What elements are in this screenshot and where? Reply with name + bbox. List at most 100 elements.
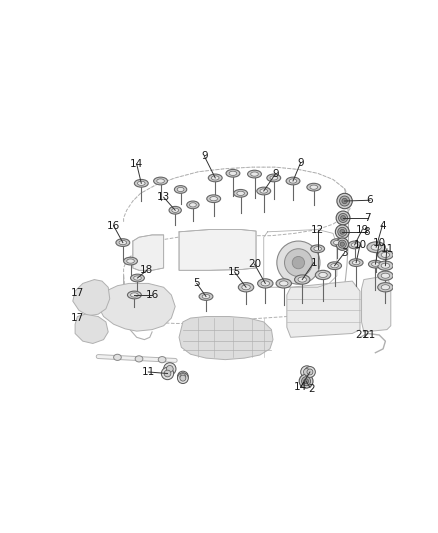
Polygon shape (179, 317, 273, 360)
Ellipse shape (226, 169, 240, 177)
Text: 4: 4 (379, 221, 385, 231)
Ellipse shape (289, 179, 297, 183)
Polygon shape (179, 230, 256, 270)
Circle shape (339, 196, 350, 206)
Ellipse shape (368, 260, 382, 268)
Circle shape (177, 371, 188, 382)
Circle shape (164, 370, 171, 377)
Ellipse shape (258, 279, 273, 288)
Ellipse shape (124, 257, 138, 265)
Ellipse shape (210, 197, 218, 201)
Text: 20: 20 (248, 259, 261, 269)
Ellipse shape (138, 181, 145, 185)
Circle shape (304, 379, 308, 384)
Ellipse shape (371, 262, 379, 266)
Text: 5: 5 (194, 278, 200, 288)
Polygon shape (361, 276, 391, 332)
Ellipse shape (307, 183, 321, 191)
Ellipse shape (116, 239, 130, 246)
Ellipse shape (378, 261, 393, 270)
Text: 8: 8 (364, 227, 370, 237)
Circle shape (342, 198, 347, 204)
Ellipse shape (319, 272, 327, 278)
Ellipse shape (207, 195, 221, 203)
Circle shape (340, 229, 345, 234)
Text: 19: 19 (356, 224, 369, 235)
Ellipse shape (190, 203, 196, 207)
Circle shape (307, 369, 313, 375)
Circle shape (177, 373, 188, 384)
Ellipse shape (247, 170, 261, 178)
Circle shape (285, 249, 312, 277)
Circle shape (338, 227, 347, 236)
Circle shape (180, 374, 186, 379)
Polygon shape (287, 281, 360, 337)
Ellipse shape (261, 281, 269, 286)
Text: 10: 10 (353, 240, 367, 250)
Ellipse shape (135, 356, 143, 362)
Ellipse shape (119, 240, 127, 245)
Text: 9: 9 (272, 169, 279, 179)
Ellipse shape (229, 171, 237, 175)
Circle shape (164, 363, 176, 375)
Ellipse shape (127, 291, 141, 299)
Text: 7: 7 (364, 213, 371, 223)
Circle shape (301, 366, 313, 378)
Text: 16: 16 (107, 221, 120, 231)
Ellipse shape (328, 262, 342, 270)
Text: 12: 12 (311, 224, 324, 235)
Text: 17: 17 (71, 313, 84, 323)
Ellipse shape (371, 244, 381, 250)
Ellipse shape (212, 176, 219, 180)
Circle shape (299, 374, 313, 388)
Ellipse shape (286, 177, 300, 185)
Ellipse shape (172, 208, 179, 212)
Ellipse shape (294, 275, 310, 284)
Polygon shape (75, 314, 108, 343)
Ellipse shape (113, 354, 121, 360)
Ellipse shape (378, 251, 393, 260)
Ellipse shape (276, 279, 291, 288)
Text: 18: 18 (140, 265, 153, 276)
Ellipse shape (378, 282, 393, 292)
Ellipse shape (134, 180, 148, 187)
Text: 11: 11 (380, 244, 394, 254)
Ellipse shape (349, 241, 361, 249)
Ellipse shape (381, 263, 390, 268)
Circle shape (166, 366, 173, 372)
Text: 16: 16 (145, 290, 159, 300)
Text: 9: 9 (297, 158, 304, 167)
Circle shape (292, 256, 304, 269)
Ellipse shape (331, 239, 343, 246)
Polygon shape (73, 280, 110, 316)
Ellipse shape (381, 273, 390, 278)
Ellipse shape (257, 187, 271, 195)
Ellipse shape (177, 188, 184, 191)
Circle shape (161, 367, 173, 379)
Circle shape (337, 193, 352, 209)
Ellipse shape (315, 270, 331, 280)
Text: 13: 13 (157, 192, 170, 202)
Ellipse shape (298, 277, 307, 282)
Ellipse shape (238, 282, 254, 292)
Text: 10: 10 (373, 238, 386, 248)
Text: 2: 2 (308, 384, 315, 394)
Ellipse shape (157, 179, 164, 183)
Circle shape (304, 369, 310, 375)
Ellipse shape (352, 261, 360, 265)
Ellipse shape (237, 191, 244, 196)
Ellipse shape (311, 245, 325, 253)
Ellipse shape (199, 293, 213, 301)
Ellipse shape (169, 206, 181, 214)
Text: 11: 11 (141, 367, 155, 377)
Text: 14: 14 (130, 159, 143, 169)
Ellipse shape (187, 201, 199, 209)
Text: 3: 3 (341, 248, 348, 257)
Ellipse shape (234, 189, 247, 197)
Ellipse shape (381, 253, 390, 257)
Ellipse shape (127, 259, 134, 263)
Circle shape (340, 242, 344, 246)
Circle shape (336, 238, 349, 251)
Ellipse shape (314, 247, 321, 251)
Polygon shape (98, 284, 175, 331)
